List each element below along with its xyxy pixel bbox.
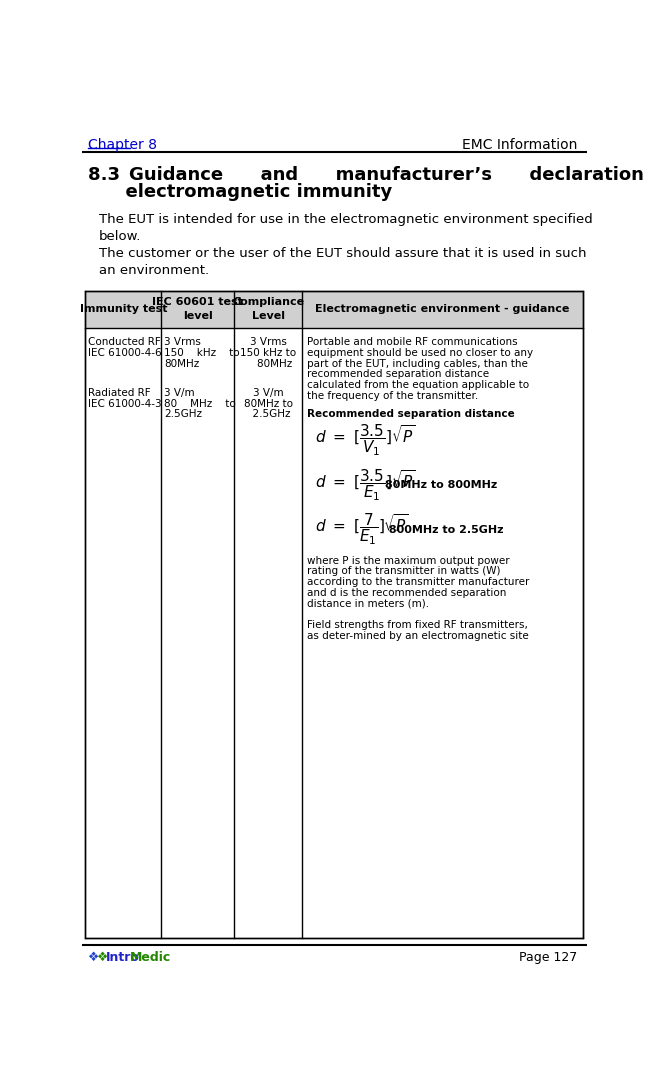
Text: 80MHz to 800MHz: 80MHz to 800MHz	[385, 480, 497, 490]
Text: Intro: Intro	[106, 951, 140, 964]
Text: The customer or the user of the EUT should assure that it is used in such: The customer or the user of the EUT shou…	[98, 247, 586, 260]
Text: 3 V/m: 3 V/m	[164, 388, 195, 397]
Text: 80MHz: 80MHz	[244, 358, 292, 368]
Text: recommended separation distance: recommended separation distance	[307, 369, 489, 379]
Text: part of the EUT, including cables, than the: part of the EUT, including cables, than …	[307, 358, 528, 368]
Text: 2.5GHz: 2.5GHz	[164, 409, 202, 419]
Text: $d\ =\ [\dfrac{7}{E_1}]\sqrt{P}$: $d\ =\ [\dfrac{7}{E_1}]\sqrt{P}$	[315, 512, 408, 548]
Text: 3 V/m: 3 V/m	[253, 388, 284, 397]
Text: calculated from the equation applicable to: calculated from the equation applicable …	[307, 380, 529, 390]
Text: IEC 60601 test
level: IEC 60601 test level	[153, 297, 243, 321]
Text: the frequency of the transmitter.: the frequency of the transmitter.	[307, 391, 479, 401]
Text: EMC Information: EMC Information	[462, 137, 578, 151]
Text: 80    MHz    to: 80 MHz to	[164, 399, 236, 408]
Bar	[85, 291, 583, 328]
Text: $d\ =\ [\dfrac{3.5}{E_1}]\sqrt{P}$: $d\ =\ [\dfrac{3.5}{E_1}]\sqrt{P}$	[315, 467, 415, 503]
Text: 80MHz to: 80MHz to	[244, 399, 293, 408]
Text: 8.3 Guidance      and      manufacturer’s      declaration      -: 8.3 Guidance and manufacturer’s declarat…	[88, 167, 652, 184]
Text: Electromagnetic environment - guidance: Electromagnetic environment - guidance	[316, 304, 570, 315]
Text: an environment.: an environment.	[98, 265, 209, 278]
Text: Page 127: Page 127	[519, 951, 578, 964]
Text: electromagnetic immunity: electromagnetic immunity	[88, 183, 392, 201]
Bar	[85, 291, 583, 938]
Text: according to the transmitter manufacturer: according to the transmitter manufacture…	[307, 577, 529, 587]
Text: Immunity test: Immunity test	[80, 304, 167, 315]
Text: equipment should be used no closer to any: equipment should be used no closer to an…	[307, 347, 533, 358]
Text: Radiated RF: Radiated RF	[89, 388, 151, 397]
Text: 80MHz: 80MHz	[164, 358, 200, 368]
Text: Conducted RF: Conducted RF	[89, 337, 161, 347]
Text: $d\ =\ [\dfrac{3.5}{V_1}]\sqrt{P}$: $d\ =\ [\dfrac{3.5}{V_1}]\sqrt{P}$	[315, 423, 415, 458]
Text: 800MHz to 2.5GHz: 800MHz to 2.5GHz	[385, 525, 503, 535]
Text: Portable and mobile RF communications: Portable and mobile RF communications	[307, 337, 518, 347]
Text: IEC 61000-4-6: IEC 61000-4-6	[89, 347, 162, 358]
Text: Medic: Medic	[130, 951, 171, 964]
Text: 3 Vrms: 3 Vrms	[250, 337, 287, 347]
Text: Compliance
Level: Compliance Level	[232, 297, 304, 321]
Text: The EUT is intended for use in the electromagnetic environment specified: The EUT is intended for use in the elect…	[98, 213, 592, 227]
Text: Recommended separation distance: Recommended separation distance	[307, 409, 515, 419]
Text: IEC 61000-4-3: IEC 61000-4-3	[89, 399, 162, 408]
Text: as deter-mined by an electromagnetic site: as deter-mined by an electromagnetic sit…	[307, 632, 529, 641]
Text: ❖: ❖	[88, 951, 99, 964]
Text: 3 Vrms: 3 Vrms	[164, 337, 201, 347]
Text: distance in meters (m).: distance in meters (m).	[307, 599, 429, 609]
Text: 150    kHz    to: 150 kHz to	[164, 347, 240, 358]
Text: rating of the transmitter in watts (W): rating of the transmitter in watts (W)	[307, 566, 501, 576]
Text: where P is the maximum output power: where P is the maximum output power	[307, 555, 510, 565]
Text: and d is the recommended separation: and d is the recommended separation	[307, 588, 507, 598]
Text: ❖: ❖	[97, 951, 108, 964]
Text: 2.5GHz: 2.5GHz	[246, 409, 291, 419]
Text: Field strengths from fixed RF transmitters,: Field strengths from fixed RF transmitte…	[307, 621, 528, 631]
Text: Chapter 8: Chapter 8	[88, 137, 156, 151]
Text: 150 kHz to: 150 kHz to	[240, 347, 297, 358]
Text: below.: below.	[98, 231, 141, 244]
